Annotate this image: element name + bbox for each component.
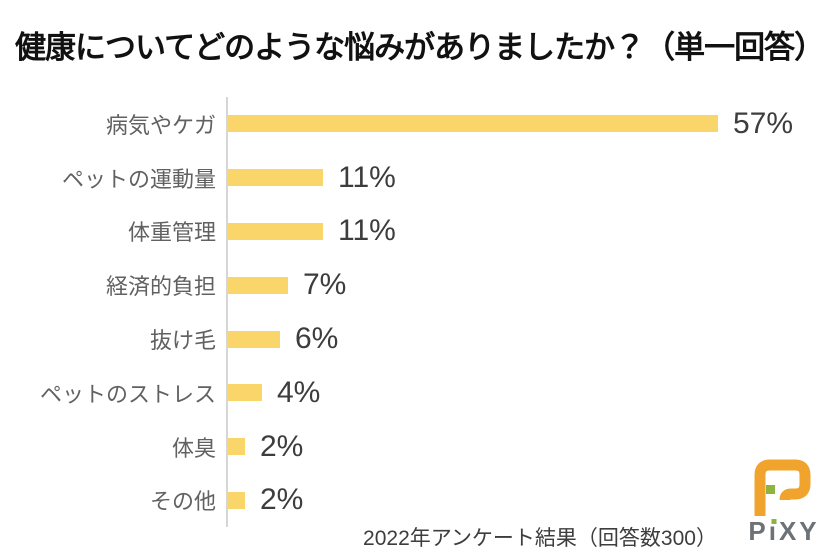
chart-row: 体臭 2% <box>0 419 837 474</box>
chart-row: 病気やケガ 57% <box>0 97 837 151</box>
chart-row: その他 2% <box>0 473 837 528</box>
bar-track: 57% <box>226 97 837 151</box>
chart-row: 体重管理 11% <box>0 204 837 259</box>
category-label: 体重管理 <box>127 220 216 246</box>
category-label: その他 <box>149 489 216 515</box>
value-label: 4% <box>277 375 321 409</box>
bar-track: 2% <box>226 419 837 474</box>
value-label: 7% <box>303 268 347 302</box>
chart-row: ペットのストレス 4% <box>0 365 837 420</box>
bar-track: 2% <box>226 473 837 528</box>
bar <box>228 330 280 348</box>
category-label: 病気やケガ <box>105 112 216 138</box>
bar <box>228 438 245 456</box>
value-label: 11% <box>338 214 396 248</box>
bar <box>228 491 245 509</box>
pixy-logo-text: PıXY <box>741 518 827 544</box>
category-label: 抜け毛 <box>149 328 216 354</box>
chart-row: ペットの運動量 11% <box>0 150 837 205</box>
logo-letter-i: ı <box>768 516 779 546</box>
bar-track: 6% <box>226 312 837 366</box>
value-label: 57% <box>733 106 794 140</box>
value-label: 2% <box>260 483 304 517</box>
bar-track: 11% <box>226 150 837 205</box>
category-label: ペットの運動量 <box>61 166 216 192</box>
category-label: 経済的負担 <box>105 274 216 300</box>
source-note: 2022年アンケート結果（回答数300） <box>363 527 717 550</box>
chart-row: 抜け毛 6% <box>0 312 837 366</box>
bar <box>228 276 288 294</box>
bar <box>228 169 323 187</box>
logo-green-square <box>766 485 775 494</box>
logo-p-stroke <box>754 459 811 516</box>
pixy-logo-mark <box>754 459 811 516</box>
logo-letter: P <box>748 516 769 546</box>
bar <box>228 222 323 240</box>
value-label: 6% <box>295 322 339 356</box>
bar-chart: 病気やケガ 57% ペットの運動量 11% 体重管理 11% 経済的負担 7% 抜け毛 6% ペット… <box>0 97 837 528</box>
bar <box>228 384 262 402</box>
bar-track: 11% <box>226 204 837 259</box>
pixy-logo: PıXY <box>741 454 827 544</box>
bar-track: 4% <box>226 365 837 420</box>
bar-track: 7% <box>226 258 837 313</box>
bar <box>228 115 718 133</box>
chart-row: 経済的負担 7% <box>0 258 837 313</box>
value-label: 2% <box>260 429 304 463</box>
chart-title: 健康についてどのような悩みがありましたか？（単一回答） <box>15 30 825 65</box>
logo-letter: Y <box>799 516 820 546</box>
logo-letter: X <box>778 516 800 546</box>
category-label: 体臭 <box>171 435 216 461</box>
category-label: ペットのストレス <box>39 381 216 407</box>
value-label: 11% <box>338 160 396 194</box>
